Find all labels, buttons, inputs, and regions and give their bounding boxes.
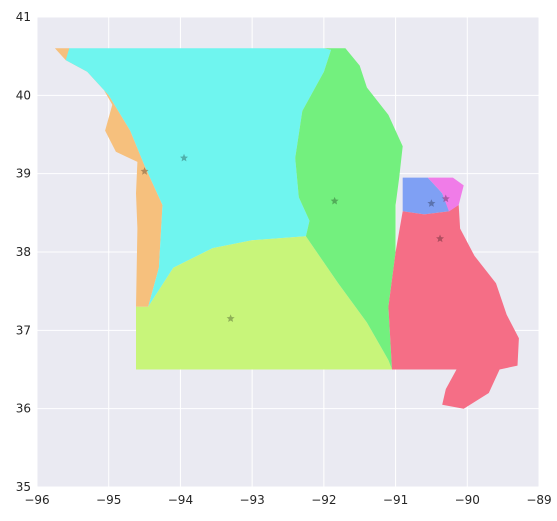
region-central-cluster [295,48,403,370]
region-kansas-city-cluster [54,48,163,307]
y-tick-label: 36 [16,402,31,416]
centroid-star-southeast-cluster [436,234,445,243]
centroid-star-central-cluster [330,196,339,205]
x-tick-label: −90 [455,493,480,507]
centroid-star-northwest-cluster [180,153,189,162]
x-axis-ticks: −96 −95 −94 −93 −92 −91 −90 −89 [24,493,551,507]
x-tick-label: −93 [239,493,264,507]
x-tick-label: −95 [96,493,121,507]
y-tick-label: 39 [16,167,31,181]
x-tick-label: −92 [311,493,336,507]
y-tick-label: 35 [16,480,31,494]
y-tick-label: 40 [16,88,31,102]
centroid-star-southwest-cluster [226,314,235,322]
region-northwest-cluster [65,48,331,307]
centroid-star-st-charles-cluster [427,199,436,207]
centroid-star-st-louis-cluster [441,194,450,203]
x-tick-label: −91 [383,493,408,507]
map-regions [54,48,519,409]
region-st-charles-cluster [402,177,450,215]
centroid-star-kansas-city-cluster [140,167,149,175]
region-southeast-cluster [388,205,519,409]
region-southwest-cluster [136,236,392,370]
centroid-markers [140,153,450,322]
y-tick-label: 38 [16,245,31,259]
y-tick-label: 41 [16,10,31,24]
x-tick-label: −96 [24,493,49,507]
y-tick-label: 37 [16,323,31,337]
x-tick-label: −94 [168,493,193,507]
y-axis-ticks: 35 36 37 38 39 40 41 [16,10,31,494]
x-tick-label: −89 [526,493,551,507]
